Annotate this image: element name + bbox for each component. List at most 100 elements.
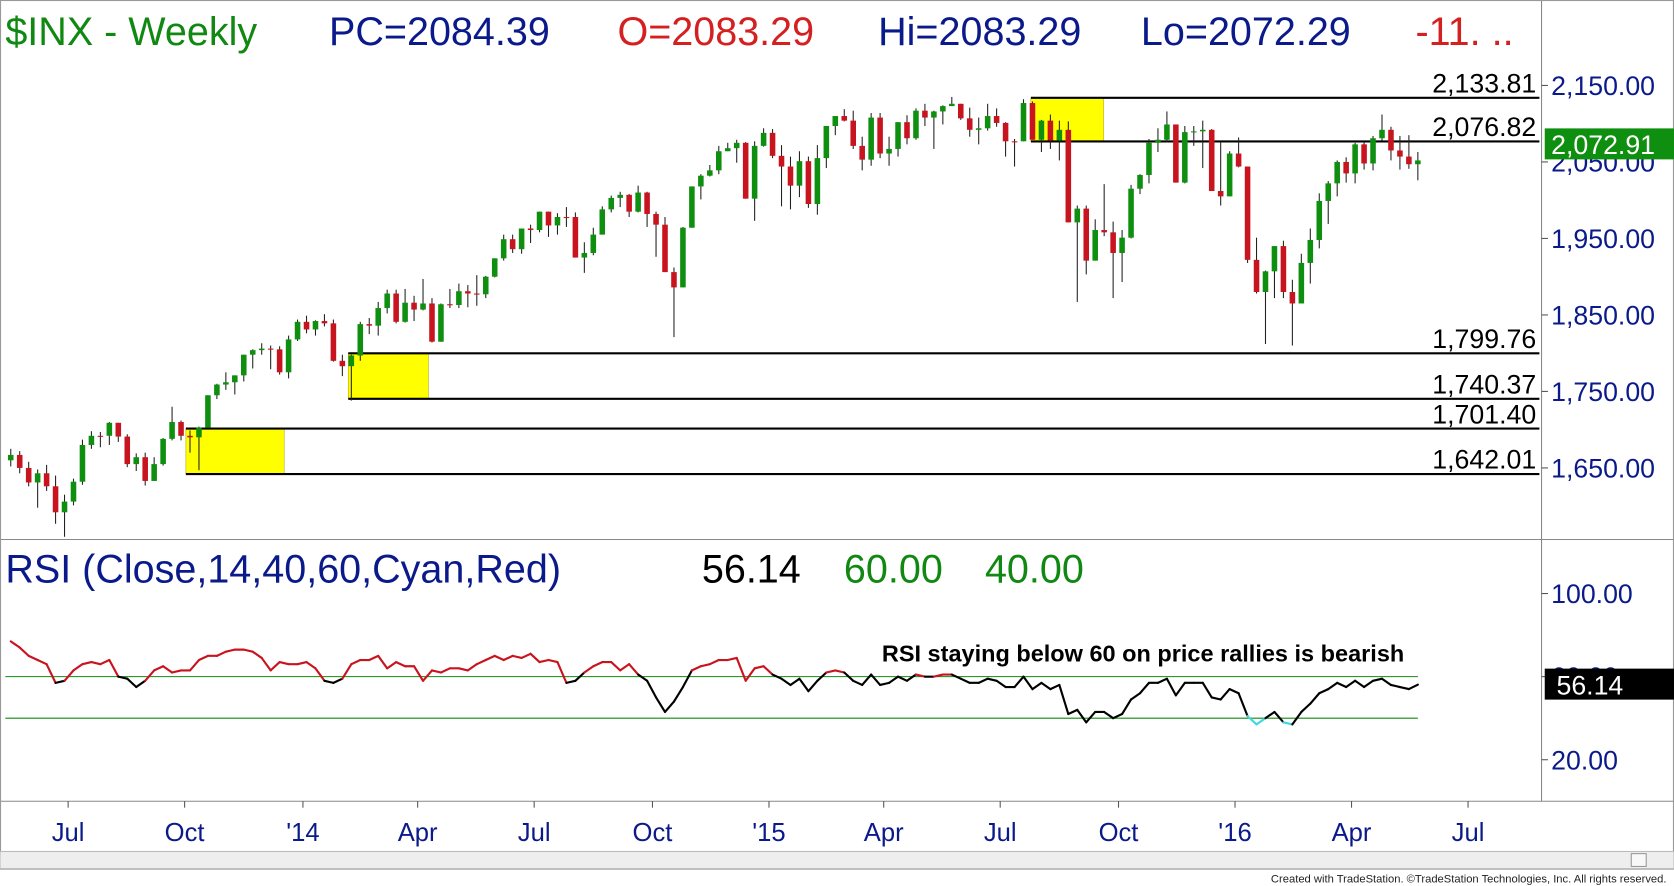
rsi-segment bbox=[332, 677, 344, 684]
candle-body bbox=[375, 308, 381, 326]
candle-body bbox=[868, 117, 874, 160]
rsi-segment bbox=[251, 650, 263, 660]
rsi-segment bbox=[1363, 679, 1375, 689]
candle-body bbox=[1217, 191, 1224, 197]
header-item: -11. .. bbox=[1415, 10, 1513, 54]
header-title: $INX - Weekly bbox=[5, 10, 257, 54]
rsi-segment bbox=[108, 658, 120, 678]
candle-body bbox=[760, 132, 767, 146]
rsi-segment bbox=[45, 663, 57, 684]
scrollbar-thumb[interactable] bbox=[1630, 853, 1647, 867]
candle-body bbox=[599, 209, 606, 235]
candle-body bbox=[527, 228, 534, 231]
rsi-segment bbox=[1407, 683, 1419, 691]
rsi-segment bbox=[171, 669, 183, 674]
candle-body bbox=[572, 217, 579, 258]
rsi-segment bbox=[1031, 681, 1043, 691]
rsi-segment bbox=[395, 661, 407, 668]
rsi-segment bbox=[412, 665, 425, 682]
x-tick-label: Jul bbox=[1452, 819, 1485, 847]
scrollbar[interactable] bbox=[0, 850, 1674, 870]
x-tick-label: '15 bbox=[752, 819, 785, 847]
candle-body bbox=[106, 422, 113, 436]
level-label: 2,133.81 bbox=[1432, 68, 1536, 98]
rsi-segment bbox=[162, 665, 174, 674]
rsi-segment bbox=[520, 652, 532, 660]
candle-body bbox=[447, 304, 453, 306]
x-tick-label: '16 bbox=[1218, 819, 1251, 847]
candle-body bbox=[1146, 142, 1152, 175]
candle-body bbox=[975, 128, 982, 130]
rsi-level-label: 40.00 bbox=[985, 547, 1084, 591]
candle-body bbox=[1298, 262, 1305, 304]
candle-body bbox=[384, 293, 390, 309]
rsi-segment bbox=[654, 696, 667, 714]
candle-body bbox=[97, 435, 104, 437]
candle-body bbox=[850, 120, 856, 146]
level-label: 2,076.82 bbox=[1432, 112, 1536, 142]
rsi-segment bbox=[583, 665, 595, 674]
candle-body bbox=[187, 435, 193, 438]
candle-body bbox=[536, 211, 543, 231]
candle-body bbox=[1101, 230, 1107, 233]
candle-body bbox=[931, 111, 937, 118]
x-tick-label: '14 bbox=[286, 819, 319, 847]
candle-body bbox=[1191, 131, 1197, 133]
candle-body bbox=[859, 145, 865, 160]
rsi-segment bbox=[1067, 708, 1079, 716]
rsi-segment bbox=[771, 673, 783, 680]
rsi-segment bbox=[296, 661, 308, 666]
rsi-segment bbox=[1246, 715, 1258, 726]
rsi-segment bbox=[511, 654, 523, 660]
candle-body bbox=[509, 239, 516, 250]
rsi-segment bbox=[81, 661, 93, 666]
rsi-segment bbox=[484, 654, 496, 662]
rsi-segment bbox=[1228, 688, 1240, 695]
candle-body bbox=[1110, 232, 1116, 253]
candle-body bbox=[366, 324, 373, 326]
rsi-segment bbox=[681, 669, 693, 689]
candle-body bbox=[742, 142, 749, 199]
candle-body bbox=[1199, 129, 1206, 132]
rsi-segment bbox=[1121, 698, 1133, 716]
rsi-segment bbox=[1201, 681, 1213, 699]
candle-body bbox=[1119, 237, 1125, 253]
rsi-segment bbox=[27, 654, 39, 662]
rsi-segment bbox=[1040, 681, 1052, 691]
rsi-segment bbox=[1273, 710, 1285, 724]
header-item: PC=2084.39 bbox=[329, 10, 550, 54]
candle-body bbox=[1065, 129, 1072, 223]
rsi-segment bbox=[1049, 683, 1061, 691]
rsi-segment bbox=[672, 685, 685, 703]
rsi-segment bbox=[1318, 688, 1330, 695]
rsi-segment bbox=[99, 658, 111, 666]
candle-body bbox=[312, 321, 319, 330]
y-tick-label: 1,950.00 bbox=[1551, 224, 1655, 254]
rsi-segment bbox=[986, 677, 998, 682]
candle-body bbox=[223, 382, 229, 385]
rsi-segment bbox=[188, 658, 201, 672]
rsi-segment bbox=[224, 648, 236, 653]
rsi-segment bbox=[807, 679, 819, 693]
candle-body bbox=[554, 217, 561, 226]
candle-body bbox=[393, 293, 399, 322]
rsi-segment bbox=[896, 675, 909, 682]
candle-body bbox=[357, 324, 364, 356]
candle-body bbox=[1074, 208, 1081, 223]
rsi-last-marker bbox=[1544, 668, 1674, 700]
rsi-segment bbox=[879, 681, 891, 687]
rsi-segment bbox=[197, 654, 209, 662]
header-item: O=2083.29 bbox=[617, 10, 814, 54]
rsi-segment bbox=[1013, 675, 1025, 689]
candle-body bbox=[1325, 183, 1332, 201]
candle-body bbox=[1289, 291, 1296, 304]
rsi-segment bbox=[690, 665, 702, 672]
rsi-segment bbox=[637, 673, 649, 682]
candle-body bbox=[70, 481, 77, 502]
rsi-segment bbox=[466, 663, 478, 672]
rsi-segment bbox=[1112, 712, 1124, 720]
candle-body bbox=[1370, 138, 1376, 164]
candle-body bbox=[1173, 124, 1179, 183]
rsi-segment bbox=[1165, 677, 1177, 697]
candle-body bbox=[169, 422, 175, 439]
